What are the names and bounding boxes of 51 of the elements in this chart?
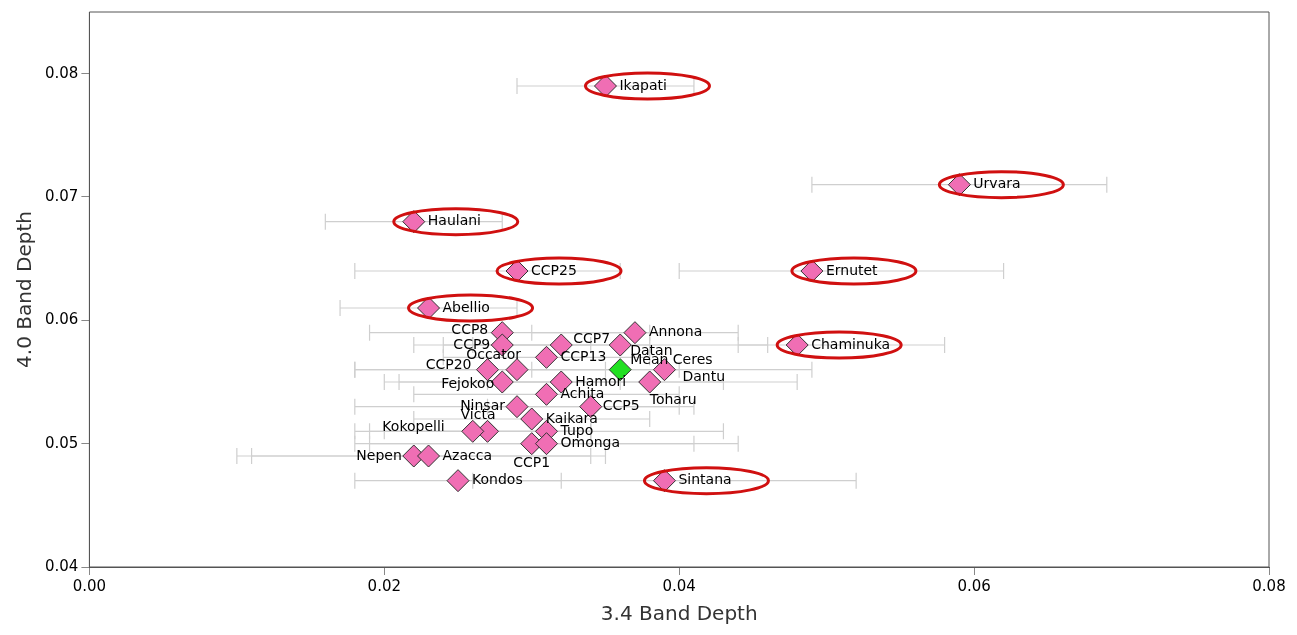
point [534, 345, 558, 369]
point [593, 74, 617, 98]
y-tick-label: 0.05 [44, 433, 79, 452]
point [534, 382, 558, 406]
point [520, 407, 544, 431]
point [446, 469, 470, 493]
annotation: Ernutet [825, 261, 879, 278]
point [417, 296, 441, 320]
point [505, 358, 529, 382]
point [638, 370, 662, 394]
x-tick-label: 0.06 [957, 576, 991, 595]
annotation: Ikapati [619, 76, 667, 93]
annotation: Kaikara [545, 409, 598, 426]
y-tick-label: 0.06 [44, 310, 79, 329]
point [800, 259, 824, 283]
x-tick-label: 0.00 [72, 576, 107, 595]
annotation: Azacca [442, 446, 493, 463]
annotation: CCP5 [602, 397, 640, 414]
point [461, 419, 485, 443]
point [608, 333, 632, 357]
y-axis-title: 4.0 Band Depth [12, 211, 37, 368]
point [505, 395, 529, 419]
point [785, 333, 809, 357]
x-axis-title: 3.4 Band Depth [600, 601, 758, 626]
annotation: Nepen [356, 446, 402, 463]
annotation: Haulani [427, 212, 482, 229]
annotation: Annona [648, 323, 703, 340]
annotation: Chaminuka [811, 335, 891, 352]
annotation: Urvara [973, 175, 1021, 192]
point [417, 444, 441, 468]
point [652, 469, 676, 493]
annotation: Abellio [442, 298, 490, 315]
annotation: CCP8 [451, 321, 489, 338]
y-tick-label: 0.08 [44, 63, 79, 82]
annotation: Dantu [682, 368, 726, 385]
annotation: Fejokoo [441, 374, 495, 391]
annotation: Kokopelli [382, 417, 445, 434]
annotation: Sintana [678, 471, 732, 488]
annotation: CCP25 [531, 261, 577, 278]
annotation: CCP13 [560, 347, 607, 364]
x-tick-label: 0.02 [367, 576, 401, 595]
y-tick-label: 0.07 [44, 186, 79, 205]
annotation: CCP7 [573, 329, 611, 346]
annotation: Toharu [648, 390, 697, 407]
y-tick-label: 0.04 [44, 556, 79, 575]
x-tick-label: 0.08 [1252, 576, 1286, 595]
point [623, 321, 647, 345]
point [534, 432, 558, 456]
annotation: CCP1 [513, 454, 551, 471]
x-tick-label: 0.04 [662, 576, 696, 595]
annotation: Kondos [472, 471, 523, 488]
